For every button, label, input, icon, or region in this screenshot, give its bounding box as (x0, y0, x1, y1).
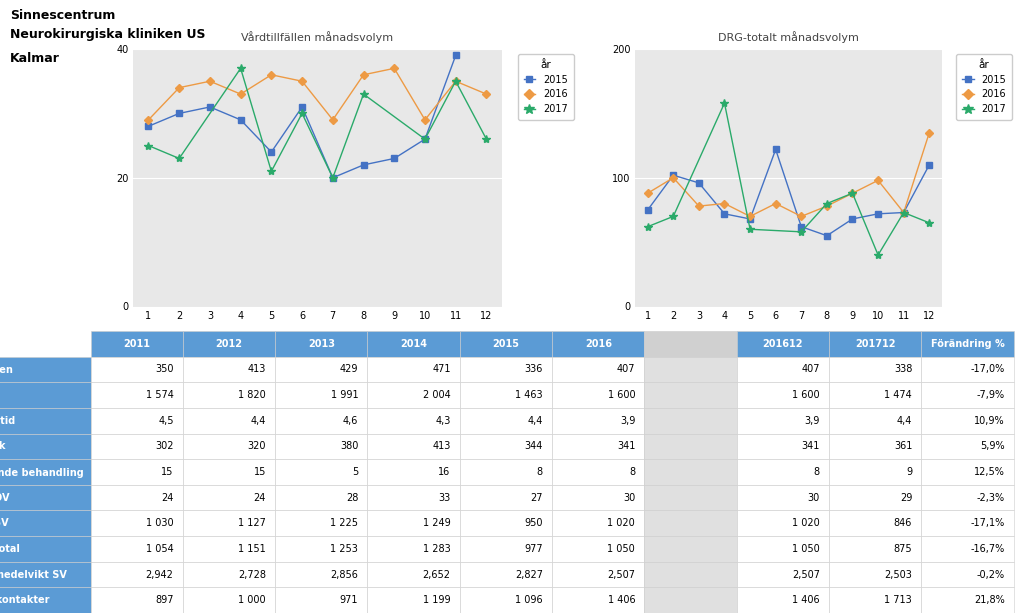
Legend: 2015, 2016, 2017: 2015, 2016, 2017 (518, 54, 573, 120)
Text: Sinnescentrum: Sinnescentrum (10, 9, 116, 22)
Text: Kalmar: Kalmar (10, 52, 60, 65)
Text: Neurokirurgiska kliniken US: Neurokirurgiska kliniken US (10, 28, 206, 40)
Legend: 2015, 2016, 2017: 2015, 2016, 2017 (956, 54, 1012, 120)
Title: DRG-totalt månadsvolym: DRG-totalt månadsvolym (718, 31, 859, 43)
Title: Vårdtillfällen månadsvolym: Vårdtillfällen månadsvolym (242, 31, 393, 43)
